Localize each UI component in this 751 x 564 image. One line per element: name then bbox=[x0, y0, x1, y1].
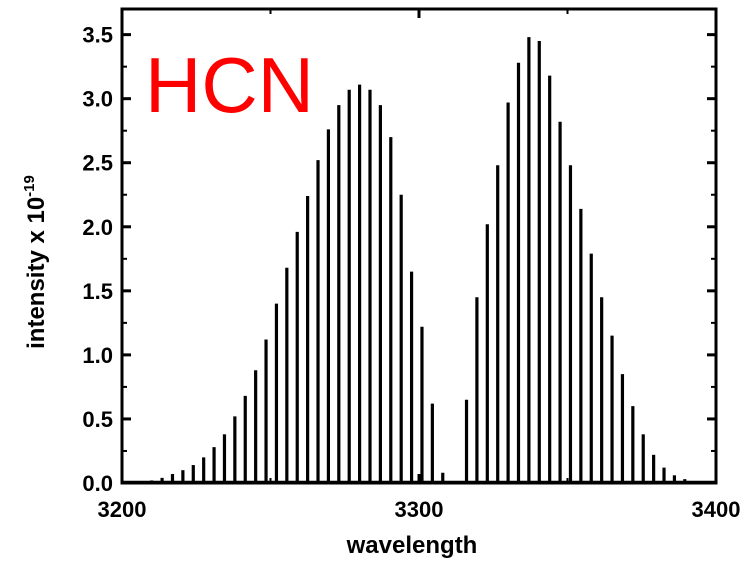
y-tick-label: 3.0 bbox=[82, 87, 113, 112]
axis-ticks bbox=[120, 9, 718, 485]
y-axis-label: intensity x 10-19 bbox=[21, 175, 50, 349]
y-axis-label-main: intensity x 10 bbox=[23, 197, 50, 349]
y-tick-label: 1.5 bbox=[82, 279, 113, 304]
y-tick-label: 0.0 bbox=[82, 471, 113, 496]
y-tick-label: 2.5 bbox=[82, 151, 113, 176]
spectral-lines bbox=[122, 37, 716, 483]
y-tick-label: 3.5 bbox=[82, 23, 113, 48]
x-tick-label: 3400 bbox=[692, 497, 741, 522]
y-axis-label-exponent: -19 bbox=[21, 175, 38, 197]
y-tick-label: 0.5 bbox=[82, 407, 113, 432]
y-tick-label: 2.0 bbox=[82, 215, 113, 240]
chart-annotation: HCN bbox=[145, 41, 314, 129]
x-tick-label: 3300 bbox=[395, 497, 444, 522]
x-tick-label: 3200 bbox=[98, 497, 147, 522]
x-axis-label: wavelength bbox=[346, 532, 478, 559]
y-tick-label: 1.0 bbox=[82, 343, 113, 368]
tick-labels: 0.0 0.5 1.0 1.5 2.0 2.5 3.0 3.5 3200 3300 3400 bbox=[82, 23, 740, 522]
